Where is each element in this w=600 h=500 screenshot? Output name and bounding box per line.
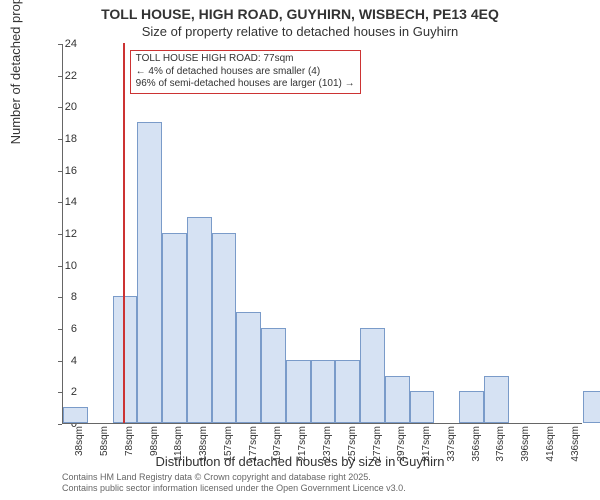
footer-attribution: Contains HM Land Registry data © Crown c… (62, 472, 406, 494)
histogram-bar (113, 296, 138, 423)
histogram-bar (360, 328, 385, 423)
x-axis-label: Distribution of detached houses by size … (0, 454, 600, 469)
histogram-bar (187, 217, 212, 423)
footer-line: Contains public sector information licen… (62, 483, 406, 494)
histogram-bar (212, 233, 237, 423)
histogram-bar (311, 360, 336, 423)
histogram-bar (335, 360, 360, 423)
histogram-bar (484, 376, 509, 424)
histogram-bar (162, 233, 187, 423)
chart-subtitle: Size of property relative to detached ho… (0, 24, 600, 39)
histogram-bar (410, 391, 435, 423)
annotation-line: 96% of semi-detached houses are larger (… (136, 78, 355, 91)
chart-title: TOLL HOUSE, HIGH ROAD, GUYHIRN, WISBECH,… (0, 6, 600, 22)
histogram-bar (137, 122, 162, 423)
histogram-bar (583, 391, 600, 423)
plot-area: TOLL HOUSE HIGH ROAD: 77sqm ← 4% of deta… (62, 44, 582, 424)
histogram-bar (286, 360, 311, 423)
histogram-bar (63, 407, 88, 423)
histogram-bar (385, 376, 410, 424)
annotation-line: TOLL HOUSE HIGH ROAD: 77sqm (136, 53, 355, 66)
annotation-box: TOLL HOUSE HIGH ROAD: 77sqm ← 4% of deta… (130, 50, 361, 94)
property-marker-line (123, 43, 125, 423)
footer-line: Contains HM Land Registry data © Crown c… (62, 472, 406, 483)
histogram-bar (459, 391, 484, 423)
annotation-line: ← 4% of detached houses are smaller (4) (136, 66, 355, 79)
histogram-bar (236, 312, 261, 423)
y-tick-mark (58, 424, 62, 425)
histogram-bar (261, 328, 286, 423)
y-axis-label: Number of detached properties (8, 0, 23, 144)
